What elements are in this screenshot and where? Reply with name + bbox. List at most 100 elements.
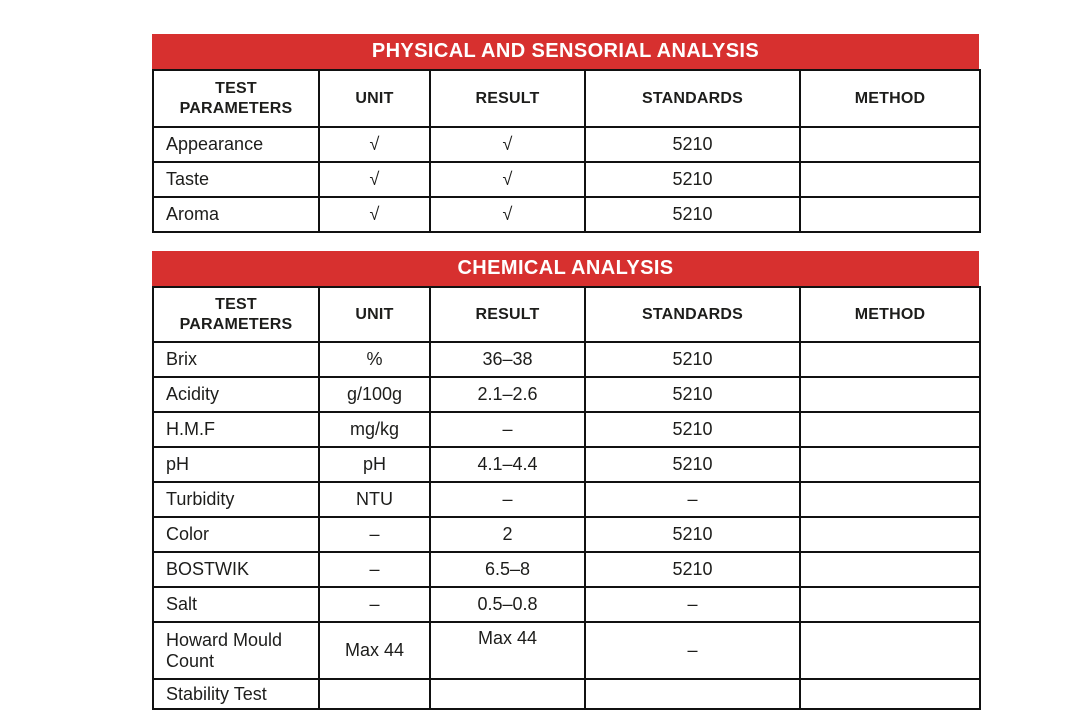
column-header: UNIT (318, 69, 431, 128)
table-cell: 5210 (584, 446, 801, 483)
table-cell: – (318, 516, 431, 553)
table-cell: 5210 (584, 126, 801, 163)
table-cell: – (429, 411, 586, 448)
header-row: TEST PARAMETERS UNIT RESULT STANDARDS METHOD (152, 69, 981, 128)
table-cell: √ (429, 161, 586, 198)
chemical-table-header: TEST PARAMETERS UNIT RESULT STANDARDS METHOD (152, 286, 981, 343)
header-row: TEST PARAMETERS UNIT RESULT STANDARDS METHOD (152, 286, 981, 343)
table-cell (318, 678, 431, 710)
table-cell: – (584, 621, 801, 680)
table-cell (799, 551, 981, 588)
column-header: UNIT (318, 286, 431, 343)
table-cell: 36–38 (429, 341, 586, 378)
table-cell (799, 126, 981, 163)
table-row: Appearance √ √ 5210 (152, 126, 981, 163)
table-cell: 5210 (584, 161, 801, 198)
column-header: STANDARDS (584, 286, 801, 343)
table-cell (799, 196, 981, 233)
table-cell (429, 678, 586, 710)
table-cell: √ (318, 126, 431, 163)
analysis-report-document: PHYSICAL AND SENSORIAL ANALYSIS TEST PAR… (152, 34, 981, 710)
test-parameter-cell: BOSTWIK (152, 551, 320, 588)
table-cell (799, 586, 981, 623)
table-cell (799, 341, 981, 378)
table-cell: 5210 (584, 411, 801, 448)
column-header: TEST PARAMETERS (152, 69, 320, 128)
table-cell: 2 (429, 516, 586, 553)
table-row: pH pH 4.1–4.4 5210 (152, 446, 981, 483)
table-cell: Max 44 (318, 621, 431, 680)
test-parameter-cell: Aroma (152, 196, 320, 233)
table-cell: – (429, 481, 586, 518)
table-cell: % (318, 341, 431, 378)
table-row: Color –2 5210 (152, 516, 981, 553)
table-cell: – (318, 586, 431, 623)
table-cell (799, 446, 981, 483)
column-header: METHOD (799, 286, 981, 343)
table-row: Turbidity NTU – – (152, 481, 981, 518)
table-cell: Max 44 (429, 621, 586, 680)
chemical-table-body: Brix% 36–38 5210 Acidity g/100g 2.1–2.6 5210 H.… (152, 341, 981, 710)
table-cell: – (318, 551, 431, 588)
column-header: METHOD (799, 69, 981, 128)
table-row: Howard Mould Count Max 44 Max 44– (152, 621, 981, 680)
physical-table-header: TEST PARAMETERS UNIT RESULT STANDARDS METHOD (152, 69, 981, 128)
test-parameter-cell: Acidity (152, 376, 320, 413)
table-cell (799, 678, 981, 710)
table-cell: 0.5–0.8 (429, 586, 586, 623)
table-cell: pH (318, 446, 431, 483)
table-cell: 5210 (584, 376, 801, 413)
physical-analysis-title-banner: PHYSICAL AND SENSORIAL ANALYSIS (152, 34, 979, 69)
column-header: RESULT (429, 286, 586, 343)
table-cell: – (584, 481, 801, 518)
table-cell (799, 516, 981, 553)
table-cell: 5210 (584, 551, 801, 588)
test-parameter-cell: Appearance (152, 126, 320, 163)
table-cell (799, 411, 981, 448)
table-row: H.M.F mg/kg –5210 (152, 411, 981, 448)
table-cell (799, 376, 981, 413)
column-header: STANDARDS (584, 69, 801, 128)
column-header: RESULT (429, 69, 586, 128)
table-cell: 5210 (584, 196, 801, 233)
physical-analysis-table: TEST PARAMETERS UNIT RESULT STANDARDS METHOD… (152, 69, 981, 233)
table-row: Acidity g/100g 2.1–2.6 5210 (152, 376, 981, 413)
table-cell: – (584, 586, 801, 623)
table-row: Stability Test (152, 678, 981, 710)
test-parameter-cell: Stability Test (152, 678, 320, 710)
table-cell: mg/kg (318, 411, 431, 448)
table-row: Aroma √ √ 5210 (152, 196, 981, 233)
table-cell: √ (318, 161, 431, 198)
physical-sensorial-analysis-section: PHYSICAL AND SENSORIAL ANALYSIS TEST PAR… (152, 34, 981, 233)
chemical-analysis-section: CHEMICAL ANALYSIS TEST PARAMETERS UNIT RES… (152, 251, 981, 710)
table-cell (799, 481, 981, 518)
table-cell (799, 161, 981, 198)
table-cell: 5210 (584, 341, 801, 378)
test-parameter-cell: Salt (152, 586, 320, 623)
table-cell (799, 621, 981, 680)
table-row: Salt –0.5–0.8– (152, 586, 981, 623)
test-parameter-cell: pH (152, 446, 320, 483)
table-cell: 5210 (584, 516, 801, 553)
column-header: TEST PARAMETERS (152, 286, 320, 343)
table-cell: 4.1–4.4 (429, 446, 586, 483)
table-row: Taste √ √ 5210 (152, 161, 981, 198)
table-row: Brix% 36–38 5210 (152, 341, 981, 378)
test-parameter-cell: Brix (152, 341, 320, 378)
test-parameter-cell: H.M.F (152, 411, 320, 448)
table-cell: √ (318, 196, 431, 233)
test-parameter-cell: Howard Mould Count (152, 621, 320, 680)
test-parameter-cell: Taste (152, 161, 320, 198)
table-cell: √ (429, 196, 586, 233)
table-cell: g/100g (318, 376, 431, 413)
test-parameter-cell: Color (152, 516, 320, 553)
chemical-analysis-title-banner: CHEMICAL ANALYSIS (152, 251, 979, 286)
table-cell: 6.5–8 (429, 551, 586, 588)
test-parameter-cell: Turbidity (152, 481, 320, 518)
table-row: BOSTWIK –6.5–8 5210 (152, 551, 981, 588)
physical-table-body: Appearance √ √ 5210 Taste √ √ 5210 Aroma √ √ 5210 (152, 126, 981, 233)
table-cell: √ (429, 126, 586, 163)
table-cell (584, 678, 801, 710)
table-cell: 2.1–2.6 (429, 376, 586, 413)
table-cell: NTU (318, 481, 431, 518)
